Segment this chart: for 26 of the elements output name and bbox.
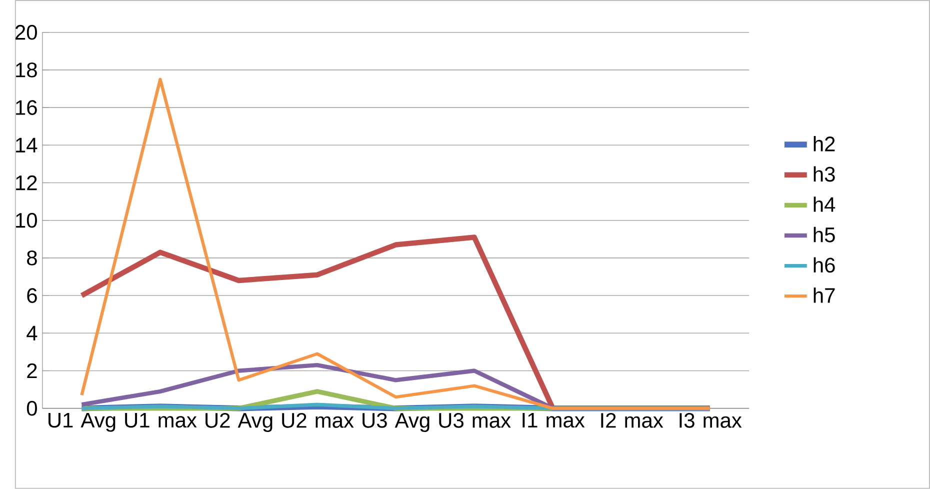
legend-label: h3 [814,166,835,182]
x-tick-label: U3 Avg [362,413,430,432]
x-tick-label: U1 Avg [48,413,116,432]
y-tick-label: 4 [26,326,38,340]
x-tick-label: I1 max [522,413,585,428]
legend-label: h5 [814,226,835,242]
legend-label: h4 [814,196,836,212]
y-tick-label: 0 [26,400,37,416]
x-tick-label: U1 max [125,413,197,428]
x-tick-label: U3 max [439,413,511,428]
x-tick-label: U2 Avg [206,413,272,432]
legend-label: h6 [814,257,835,273]
y-tick-label: 10 [16,212,37,228]
x-tick-label: U2 max [282,413,354,428]
y-tick-label: 14 [16,138,38,152]
y-tick-label: 6 [27,288,37,304]
y-tick-label: 8 [27,250,37,266]
y-tick-label: 2 [27,363,37,378]
x-tick-label: I2 max [601,413,664,428]
y-tick-label: 16 [16,100,37,116]
y-tick-label: 20 [16,24,37,40]
legend-label: h2 [814,136,835,152]
y-tick-label: 18 [16,62,37,78]
x-tick-label: I3 max [680,413,742,428]
legend-label: h7 [814,288,835,303]
y-tick-label: 12 [16,175,37,190]
